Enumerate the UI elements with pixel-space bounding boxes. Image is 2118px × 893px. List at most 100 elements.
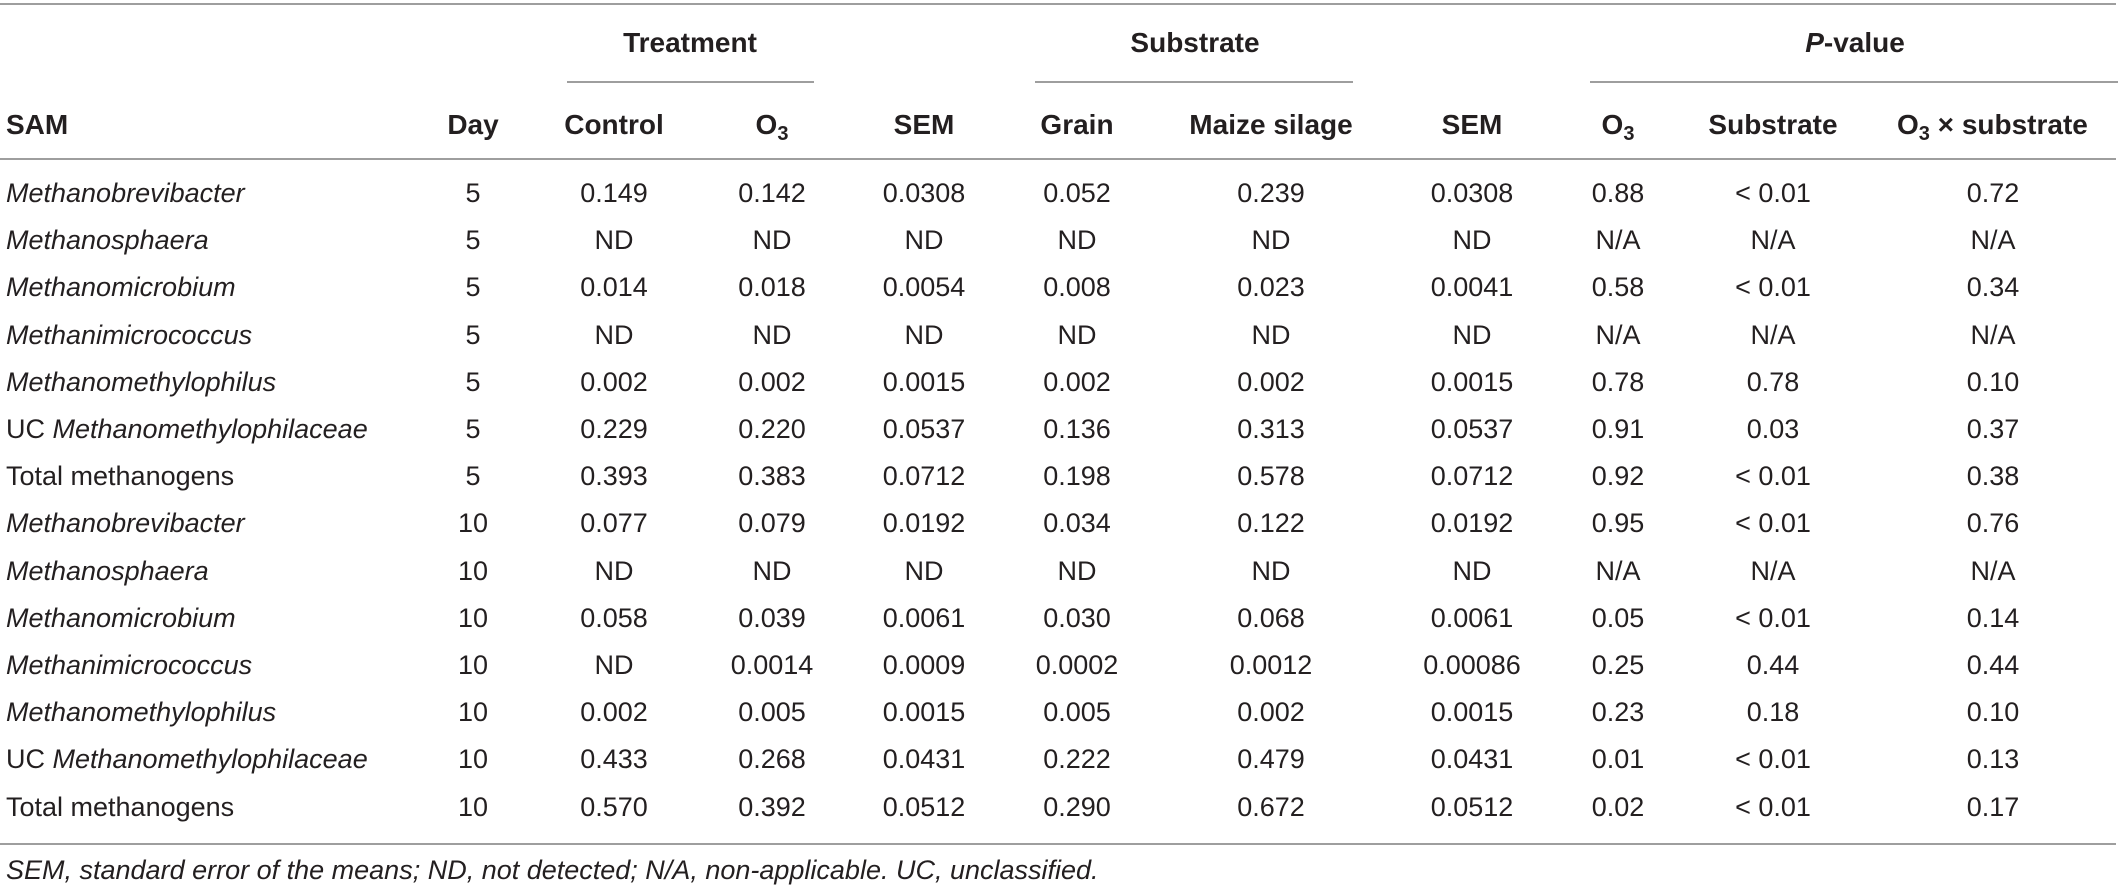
sam-taxon: Methanobrevibacter bbox=[6, 508, 245, 538]
cell-sem2: ND bbox=[1452, 225, 1492, 255]
header-interaction-sub: 3 bbox=[1918, 123, 1930, 145]
cell-sem2: 0.0712 bbox=[1430, 461, 1514, 491]
cell-p-sub: < 0.01 bbox=[1735, 744, 1811, 774]
cell-day: 10 bbox=[457, 744, 489, 774]
cell-sem: 0.0712 bbox=[882, 461, 966, 491]
header-substrate: Substrate bbox=[1708, 109, 1838, 140]
sam-cell: Total methanogens bbox=[6, 463, 234, 490]
cell-sem: 0.0015 bbox=[882, 697, 966, 727]
cell-grain: 0.030 bbox=[1043, 603, 1111, 633]
pvalue-rest: -value bbox=[1823, 27, 1905, 58]
cell-day: 10 bbox=[457, 603, 489, 633]
cell-grain: 0.198 bbox=[1043, 461, 1111, 491]
cell-grain: 0.005 bbox=[1043, 697, 1111, 727]
cell-maize: 0.002 bbox=[1237, 367, 1305, 397]
header-day: Day bbox=[447, 109, 499, 140]
sam-prefix: Total methanogens bbox=[6, 461, 235, 491]
cell-control: 0.002 bbox=[580, 367, 648, 397]
cell-o3: 0.0014 bbox=[730, 650, 814, 680]
header-interaction: O3 × substrate bbox=[1897, 111, 2088, 145]
sam-cell: Methanobrevibacter bbox=[6, 510, 245, 537]
cell-sem2: 0.0308 bbox=[1430, 178, 1514, 208]
cell-maize: ND bbox=[1251, 225, 1291, 255]
cell-p-sub: N/A bbox=[1750, 556, 1796, 586]
cell-o3: 0.220 bbox=[738, 414, 806, 444]
group-pvalue: P-value bbox=[1805, 29, 1905, 57]
sam-taxon: Methanomicrobium bbox=[6, 603, 236, 633]
substrate-underline bbox=[1035, 81, 1353, 83]
cell-p-int: 0.34 bbox=[1966, 272, 2020, 302]
cell-p-int: 0.14 bbox=[1966, 603, 2020, 633]
cell-grain: 0.290 bbox=[1043, 792, 1111, 822]
cell-grain: ND bbox=[1057, 320, 1097, 350]
sam-taxon: Methanobrevibacter bbox=[6, 178, 245, 208]
header-o3-base: O bbox=[755, 109, 778, 140]
cell-grain: 0.052 bbox=[1043, 178, 1111, 208]
cell-control: ND bbox=[594, 650, 634, 680]
cell-grain: 0.222 bbox=[1043, 744, 1111, 774]
cell-maize: 0.479 bbox=[1237, 744, 1305, 774]
table-footnote: SEM, standard error of the means; ND, no… bbox=[6, 855, 1099, 885]
cell-grain: ND bbox=[1057, 225, 1097, 255]
cell-sem2: ND bbox=[1452, 320, 1492, 350]
sam-taxon: Methanomethylophilaceae bbox=[52, 744, 368, 774]
cell-p-o3: 0.88 bbox=[1591, 178, 1645, 208]
cell-p-int: 0.10 bbox=[1966, 367, 2020, 397]
sam-taxon: Methanimicrococcus bbox=[6, 320, 253, 350]
cell-p-int: N/A bbox=[1970, 320, 2016, 350]
sam-cell: Methanomicrobium bbox=[6, 274, 236, 301]
cell-day: 10 bbox=[457, 792, 489, 822]
cell-p-int: 0.76 bbox=[1966, 508, 2020, 538]
cell-o3: 0.268 bbox=[738, 744, 806, 774]
treatment-underline bbox=[567, 81, 814, 83]
sam-cell: Methanobrevibacter bbox=[6, 180, 245, 207]
cell-p-sub: < 0.01 bbox=[1735, 792, 1811, 822]
cell-control: 0.570 bbox=[580, 792, 648, 822]
cell-grain: 0.0002 bbox=[1035, 650, 1119, 680]
cell-sem2: 0.0192 bbox=[1430, 508, 1514, 538]
cell-grain: 0.002 bbox=[1043, 367, 1111, 397]
cell-grain: 0.136 bbox=[1043, 414, 1111, 444]
cell-maize: 0.002 bbox=[1237, 697, 1305, 727]
cell-p-sub: 0.78 bbox=[1746, 367, 1800, 397]
header-sam: SAM bbox=[6, 109, 69, 140]
cell-p-int: 0.44 bbox=[1966, 650, 2020, 680]
cell-sem: 0.0009 bbox=[882, 650, 966, 680]
cell-p-o3: 0.05 bbox=[1591, 603, 1645, 633]
sam-cell: Total methanogens bbox=[6, 794, 234, 821]
sam-cell: Methanomethylophilus bbox=[6, 369, 276, 396]
cell-day: 5 bbox=[465, 414, 481, 444]
cell-sem: 0.0061 bbox=[882, 603, 966, 633]
sam-taxon: Methanomethylophilaceae bbox=[52, 414, 368, 444]
cell-maize: 0.068 bbox=[1237, 603, 1305, 633]
cell-maize: 0.578 bbox=[1237, 461, 1305, 491]
cell-control: 0.149 bbox=[580, 178, 648, 208]
cell-control: 0.058 bbox=[580, 603, 648, 633]
cell-sem2: ND bbox=[1452, 556, 1492, 586]
cell-p-sub: 0.18 bbox=[1746, 697, 1800, 727]
header-grain: Grain bbox=[1040, 109, 1114, 140]
cell-sem2: 0.0537 bbox=[1430, 414, 1514, 444]
cell-o3: 0.383 bbox=[738, 461, 806, 491]
cell-control: 0.433 bbox=[580, 744, 648, 774]
sam-prefix: UC bbox=[6, 744, 53, 774]
cell-p-sub: 0.44 bbox=[1746, 650, 1800, 680]
cell-p-o3: 0.78 bbox=[1591, 367, 1645, 397]
cell-sem2: 0.0061 bbox=[1430, 603, 1514, 633]
cell-p-sub: N/A bbox=[1750, 320, 1796, 350]
cell-o3: ND bbox=[752, 225, 792, 255]
cell-sem: 0.0537 bbox=[882, 414, 966, 444]
header-sem2: SEM bbox=[1441, 109, 1503, 140]
cell-sem2: 0.00086 bbox=[1423, 650, 1521, 680]
header-maize-silage: Maize silage bbox=[1189, 109, 1353, 140]
cell-maize: 0.0012 bbox=[1229, 650, 1313, 680]
cell-grain: ND bbox=[1057, 556, 1097, 586]
cell-o3: 0.142 bbox=[738, 178, 806, 208]
cell-control: 0.393 bbox=[580, 461, 648, 491]
cell-p-int: 0.72 bbox=[1966, 178, 2020, 208]
cell-sem2: 0.0512 bbox=[1430, 792, 1514, 822]
sam-cell: UC Methanomethylophilaceae bbox=[6, 746, 368, 773]
cell-sem2: 0.0431 bbox=[1430, 744, 1514, 774]
cell-day: 10 bbox=[457, 697, 489, 727]
cell-maize: 0.313 bbox=[1237, 414, 1305, 444]
